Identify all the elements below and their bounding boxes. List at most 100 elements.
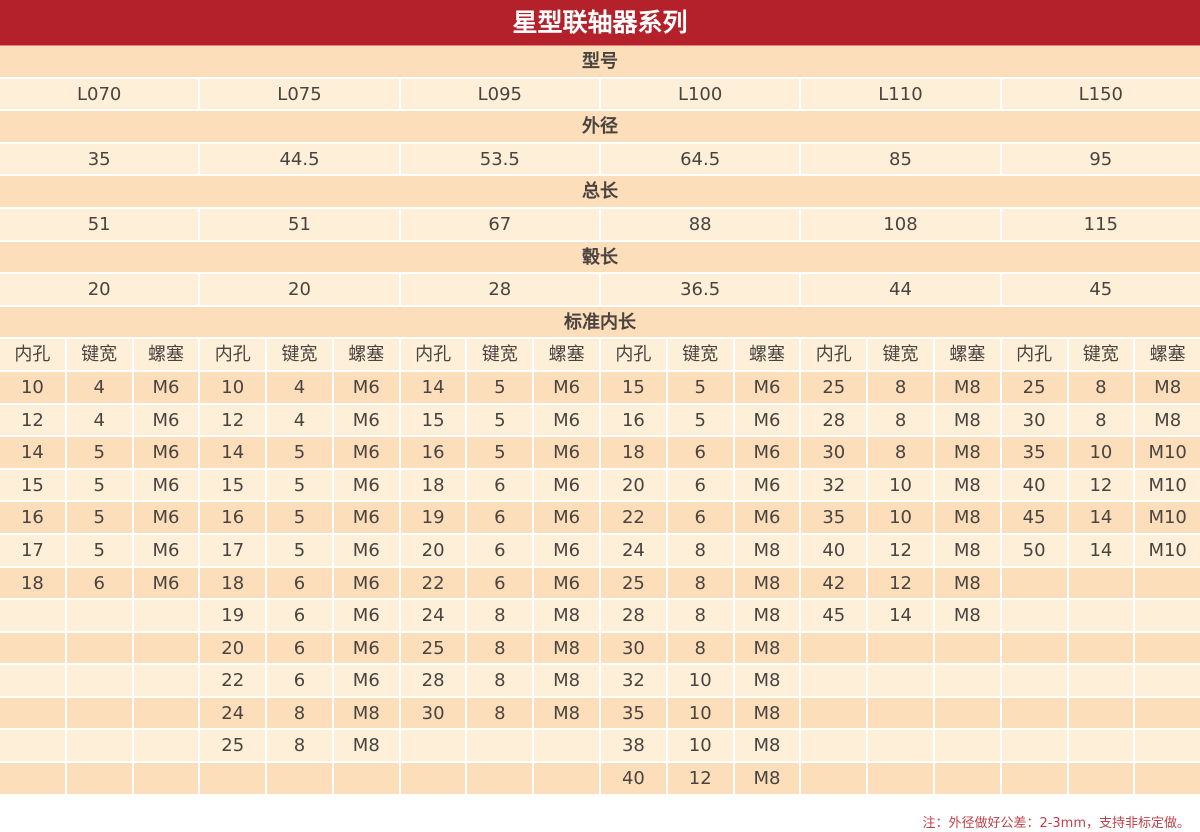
- table-cell: 24: [200, 697, 268, 729]
- table-cell: M6: [334, 502, 401, 533]
- column-header: 内孔: [0, 339, 67, 370]
- table-cell: [1069, 697, 1136, 729]
- table-cell: 15: [0, 469, 67, 501]
- table-cell: [0, 763, 67, 794]
- table-cell: [0, 632, 67, 664]
- section-values-row: 35 44.5 53.5 64.5 85 95: [0, 143, 1200, 177]
- table-cell: 10: [868, 469, 935, 501]
- table-row: 24 8 M8 30 8 M8 35 10 M8: [0, 697, 1200, 731]
- table-cell: [868, 697, 935, 729]
- table-row: 10 4 M6 10 4 M6 14 5 M6 15 5 M6 25 8 M8 25 8 M8: [0, 371, 1200, 405]
- value-cell: 51: [0, 208, 201, 240]
- column-header: 内孔: [601, 339, 668, 370]
- table-cell: 4: [67, 371, 134, 403]
- table-row: 22 6 M6 28 8 M8 32 10 M8: [0, 665, 1200, 698]
- table-cell: 5: [467, 371, 535, 403]
- section-header-row: 型号: [0, 46, 1200, 79]
- table-cell: 8: [467, 632, 535, 664]
- table-cell: 30: [1002, 404, 1069, 436]
- table-row: 19 6 M6 24 8 M8 28 8 M8 45 14 M8: [0, 600, 1200, 633]
- column-header-row: 内孔 键宽 螺塞 内孔 键宽 螺塞 内孔 键宽 螺塞 内孔 键宽 螺塞 内孔 键宽 螺塞 内孔 键宽 螺塞: [0, 339, 1200, 372]
- table-cell: [1069, 763, 1136, 794]
- table-cell: M8: [935, 371, 1002, 403]
- table-cell: [67, 632, 134, 664]
- table-cell: [1135, 730, 1200, 761]
- table-cell: [1069, 567, 1136, 599]
- value-cell: L100: [601, 78, 802, 110]
- table-cell: 8: [467, 665, 535, 696]
- table-cell: M6: [735, 502, 802, 533]
- table-row: 40 12 M8: [0, 763, 1200, 796]
- table-cell: 6: [267, 632, 334, 664]
- table-cell: [1135, 665, 1200, 696]
- table-cell: 19: [200, 600, 268, 631]
- table-cell: 5: [67, 437, 134, 468]
- table-cell: 20: [601, 469, 668, 501]
- page-title: 星型联轴器系列: [0, 0, 1200, 46]
- table-cell: 12: [668, 763, 735, 794]
- table-cell: [467, 763, 535, 794]
- section-header-row: 标准内长: [0, 306, 1200, 340]
- table-cell: [935, 697, 1002, 729]
- table-row: 20 6 M6 25 8 M8 30 8 M8: [0, 632, 1200, 666]
- table-cell: M6: [334, 437, 401, 468]
- table-cell: 24: [401, 600, 468, 631]
- table-cell: 10: [1069, 437, 1136, 468]
- value-cell: 51: [200, 208, 401, 240]
- table-cell: 16: [601, 404, 668, 436]
- table-cell: [334, 763, 401, 794]
- table-cell: 16: [0, 502, 67, 533]
- table-cell: 5: [67, 502, 134, 533]
- table-cell: 5: [267, 469, 334, 501]
- column-header: 键宽: [467, 339, 535, 370]
- table-cell: [801, 697, 869, 729]
- value-cell: 44: [801, 274, 1002, 305]
- table-cell: M6: [334, 632, 401, 664]
- value-cell: 36.5: [601, 274, 802, 305]
- table-cell: 6: [467, 567, 535, 599]
- table-cell: M6: [534, 469, 602, 501]
- table-cell: [534, 763, 602, 794]
- table-cell: M6: [134, 534, 201, 566]
- table-cell: 35: [801, 502, 869, 533]
- column-header: 键宽: [868, 339, 935, 370]
- table-cell: M6: [735, 437, 802, 468]
- table-cell: 6: [668, 502, 735, 533]
- table-cell: 17: [0, 534, 67, 566]
- table-row: 25 8 M8 38 10 M8: [0, 730, 1200, 764]
- section-header-row: 总长: [0, 176, 1200, 209]
- table-cell: 15: [401, 404, 468, 436]
- table-cell: [134, 632, 201, 664]
- column-header: 键宽: [1069, 339, 1136, 370]
- section-header: 外径: [582, 116, 618, 138]
- section-header-row: 外径: [0, 111, 1200, 144]
- column-header: 内孔: [1002, 339, 1069, 370]
- value-cell: 85: [801, 143, 1002, 175]
- table-cell: M6: [334, 404, 401, 436]
- table-cell: M8: [735, 632, 802, 664]
- table-cell: 5: [267, 437, 334, 468]
- table-cell: 50: [1002, 534, 1069, 566]
- column-header: 内孔: [801, 339, 869, 370]
- table-cell: 8: [1069, 371, 1136, 403]
- table-cell: [1135, 600, 1200, 631]
- table-cell: M8: [534, 600, 602, 631]
- table-cell: M6: [334, 600, 401, 631]
- table-cell: 20: [401, 534, 468, 566]
- table-cell: M8: [735, 567, 802, 599]
- table-row: 12 4 M6 12 4 M6 15 5 M6 16 5 M6 28 8 M8 30 8 M8: [0, 404, 1200, 438]
- spec-table: 型号 L070 L075 L095 L100 L110 L150 外径 35 44.5 53.5 64…: [0, 46, 1200, 796]
- table-cell: 8: [668, 534, 735, 566]
- section-header: 毂长: [582, 246, 618, 268]
- table-cell: [0, 730, 67, 762]
- table-cell: 12: [868, 567, 935, 599]
- table-cell: 8: [868, 371, 935, 403]
- table-cell: 35: [1002, 437, 1069, 468]
- value-cell: 64.5: [601, 143, 802, 175]
- column-header: 螺塞: [534, 339, 602, 370]
- table-cell: 8: [668, 567, 735, 599]
- table-cell: M8: [534, 632, 602, 664]
- table-cell: 10: [668, 730, 735, 762]
- table-cell: M6: [735, 469, 802, 501]
- table-cell: 22: [401, 567, 468, 599]
